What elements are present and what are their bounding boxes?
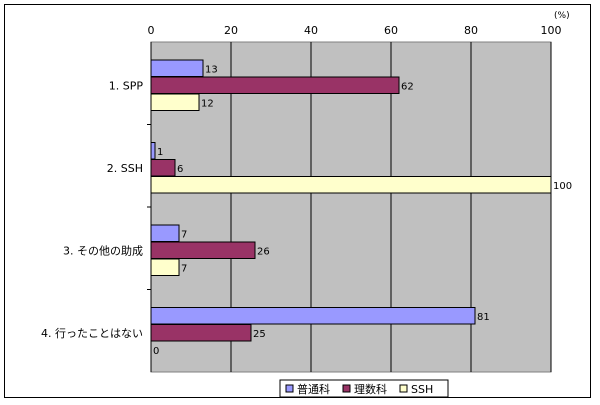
data-label: 26	[257, 247, 270, 258]
bar	[150, 224, 180, 242]
data-label: 6	[177, 164, 183, 175]
data-label: 25	[253, 329, 266, 340]
data-label: 100	[553, 181, 572, 192]
legend-label: 普通科	[297, 382, 330, 396]
data-label: 7	[181, 230, 187, 241]
legend-box	[279, 379, 449, 398]
x-tick-label: 80	[464, 24, 478, 37]
unit-label: (%)	[554, 11, 570, 21]
bar	[150, 159, 176, 177]
bar	[150, 93, 200, 111]
x-tick-label: 40	[304, 24, 318, 37]
legend-swatch	[399, 384, 408, 393]
legend-label: SSH	[411, 383, 433, 396]
legend-swatch	[342, 384, 351, 393]
x-tick-label: 0	[148, 24, 155, 37]
data-label: 0	[153, 346, 159, 357]
legend-swatch	[285, 384, 294, 393]
x-tick-label: 20	[224, 24, 238, 37]
bar	[150, 307, 476, 325]
legend: 普通科 理数科 SSH	[279, 379, 449, 398]
data-labels: 13 62 12 1 6 100 7 26 7 81 25 0	[153, 65, 572, 358]
bar	[150, 176, 552, 194]
bar	[150, 142, 156, 160]
data-label: 7	[181, 264, 187, 275]
category-label: 2. SSH	[107, 162, 143, 175]
x-tick-label: 100	[541, 24, 562, 37]
x-tick-label: 60	[384, 24, 398, 37]
category-label: 3. その他の助成	[63, 244, 143, 258]
bar	[150, 258, 180, 276]
bar	[150, 324, 252, 342]
bar	[150, 59, 204, 77]
data-label: 81	[477, 312, 490, 323]
data-label: 1	[157, 147, 163, 158]
data-label: 62	[401, 82, 414, 93]
legend-label: 理数科	[354, 382, 387, 396]
category-label: 4. 行ったことはない	[41, 327, 143, 340]
plot-area	[150, 41, 552, 373]
bar	[150, 241, 256, 259]
data-label: 13	[205, 65, 218, 76]
data-label: 12	[201, 99, 214, 110]
bar	[150, 76, 400, 94]
category-label: 1. SPP	[109, 80, 144, 93]
